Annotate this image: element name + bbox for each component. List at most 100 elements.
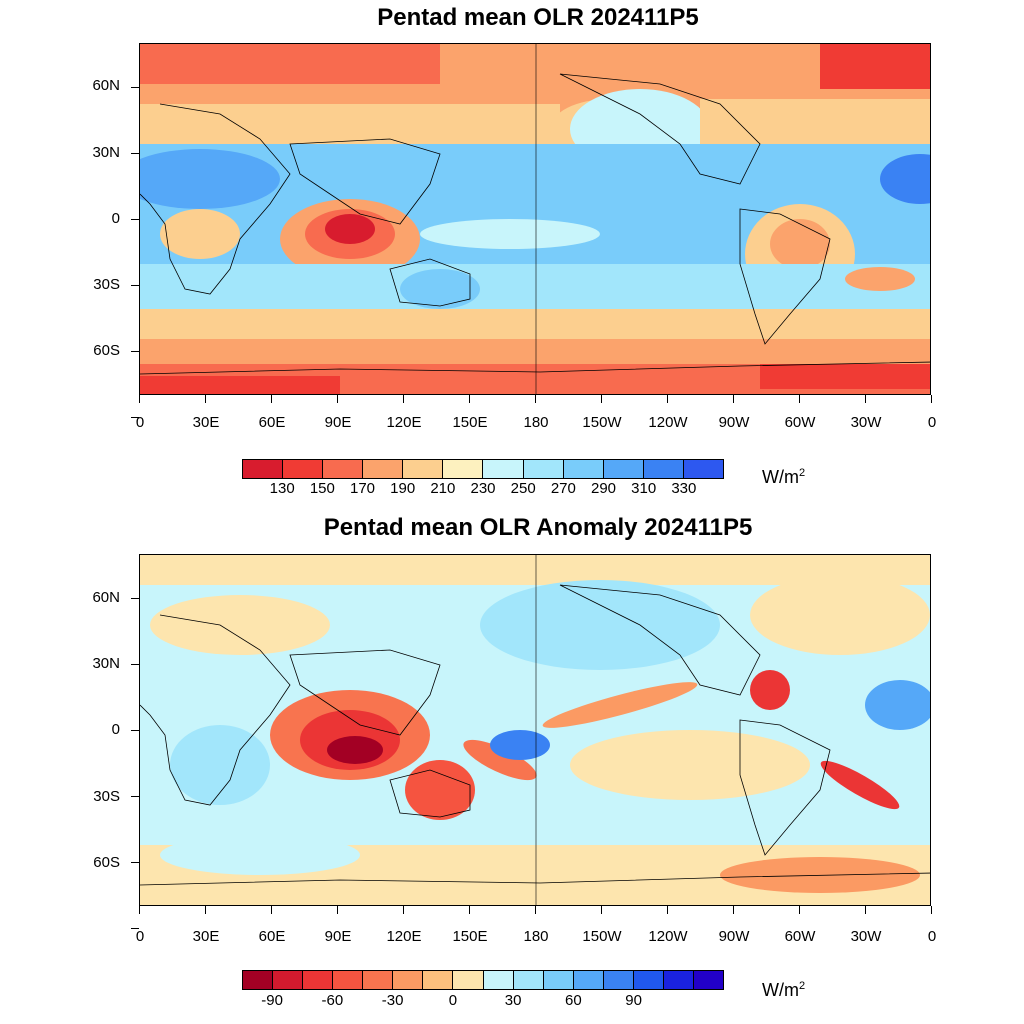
lon-label: 180 <box>523 928 549 945</box>
y-tick <box>131 219 139 220</box>
x-tick <box>205 395 206 403</box>
colorbar-swatch <box>443 460 484 478</box>
colorbar-swatch <box>603 460 644 478</box>
colorbar <box>242 459 724 479</box>
x-tick <box>733 395 734 403</box>
x-tick <box>271 906 272 914</box>
colorbar-swatch <box>523 460 564 478</box>
lon-label: 60W <box>784 414 816 431</box>
x-tick <box>667 395 668 403</box>
lon-label: 90E <box>324 414 352 431</box>
colorbar-swatch <box>423 971 454 989</box>
lat-label-60n: 60N <box>92 77 120 94</box>
lon-label: 90E <box>324 928 352 945</box>
lon-label: 150E <box>452 928 488 945</box>
colorbar-swatch <box>663 971 694 989</box>
x-tick <box>535 906 536 914</box>
colorbar-swatch <box>323 460 364 478</box>
colorbar-label: 270 <box>550 480 576 497</box>
colorbar-label: 90 <box>625 992 642 1009</box>
y-tick <box>131 87 139 88</box>
colorbar-label: 330 <box>671 480 697 497</box>
colorbar-swatch <box>483 460 524 478</box>
colorbar-label: 0 <box>448 992 458 1009</box>
lon-label: 150W <box>582 928 622 945</box>
y-tick <box>131 730 139 731</box>
lat-label-0: 0 <box>111 721 120 738</box>
colorbar-swatch <box>393 971 424 989</box>
x-tick <box>469 906 470 914</box>
colorbar-swatch <box>243 460 284 478</box>
y-tick <box>131 285 139 286</box>
lat-label-60s: 60S <box>93 854 120 871</box>
lat-label-30s: 30S <box>93 276 120 293</box>
colorbar-swatch <box>333 971 364 989</box>
x-tick <box>799 906 800 914</box>
colorbar-swatch <box>643 460 684 478</box>
colorbar-swatch <box>683 460 723 478</box>
colorbar-label: 230 <box>470 480 496 497</box>
units-label: W/m2 <box>762 980 806 1000</box>
colorbar <box>242 970 724 990</box>
colorbar-swatch <box>303 971 334 989</box>
lon-label: 60E <box>258 414 286 431</box>
colorbar-swatch <box>363 971 394 989</box>
y-tick <box>131 153 139 154</box>
lat-label-0: 0 <box>111 210 120 227</box>
y-tick <box>131 928 139 929</box>
colorbar-swatch <box>403 460 444 478</box>
colorbar-swatch <box>563 460 604 478</box>
x-tick <box>865 906 866 914</box>
colorbar-swatch <box>283 460 324 478</box>
x-tick <box>733 906 734 914</box>
colorbar-swatch <box>543 971 574 989</box>
lon-label: 0 <box>135 414 145 431</box>
colorbar-label: 290 <box>590 480 617 497</box>
x-tick <box>601 906 602 914</box>
colorbar-label: -60 <box>321 992 344 1009</box>
lon-label: 90W <box>718 928 750 945</box>
lon-label: 60E <box>258 928 286 945</box>
lat-label-30s: 30S <box>93 788 120 805</box>
colorbar-swatch <box>513 971 544 989</box>
x-tick <box>403 395 404 403</box>
x-tick <box>931 395 932 403</box>
units-label: W/m2 <box>762 467 806 487</box>
colorbar-label: 30 <box>504 992 522 1009</box>
lon-label: 90W <box>718 414 750 431</box>
colorbar-swatch <box>693 971 723 989</box>
lon-label: 60W <box>784 928 816 945</box>
x-tick <box>139 395 140 403</box>
x-tick <box>799 395 800 403</box>
colorbar-label: 210 <box>430 480 456 497</box>
olr-anomaly-field <box>140 555 930 905</box>
colorbar-swatch <box>603 971 634 989</box>
colorbar-swatch <box>273 971 304 989</box>
lon-label: 150W <box>582 414 622 431</box>
lon-label: 120E <box>386 928 422 945</box>
x-tick <box>469 395 470 403</box>
colorbar-label: 60 <box>565 992 582 1009</box>
x-tick <box>667 906 668 914</box>
colorbar-swatch <box>363 460 404 478</box>
colorbar-label: 170 <box>349 480 376 497</box>
x-tick <box>535 395 536 403</box>
colorbar-label: 310 <box>631 480 657 497</box>
panel-title: Pentad mean OLR 202411P5 <box>377 4 699 31</box>
y-tick <box>131 796 139 797</box>
y-tick <box>131 417 139 418</box>
x-tick <box>337 395 338 403</box>
x-tick <box>337 906 338 914</box>
colorbar-label: -90 <box>261 992 283 1009</box>
olr-field <box>140 44 930 394</box>
x-tick <box>271 395 272 403</box>
lon-label: 120W <box>648 414 688 431</box>
lon-label: 30W <box>850 414 882 431</box>
lon-label: 0 <box>927 414 937 431</box>
x-tick <box>403 906 404 914</box>
lon-label: 120W <box>648 928 688 945</box>
colorbar-swatch <box>483 971 514 989</box>
colorbar-label: 150 <box>309 480 335 497</box>
colorbar-label: -30 <box>381 992 404 1009</box>
y-tick <box>131 598 139 599</box>
